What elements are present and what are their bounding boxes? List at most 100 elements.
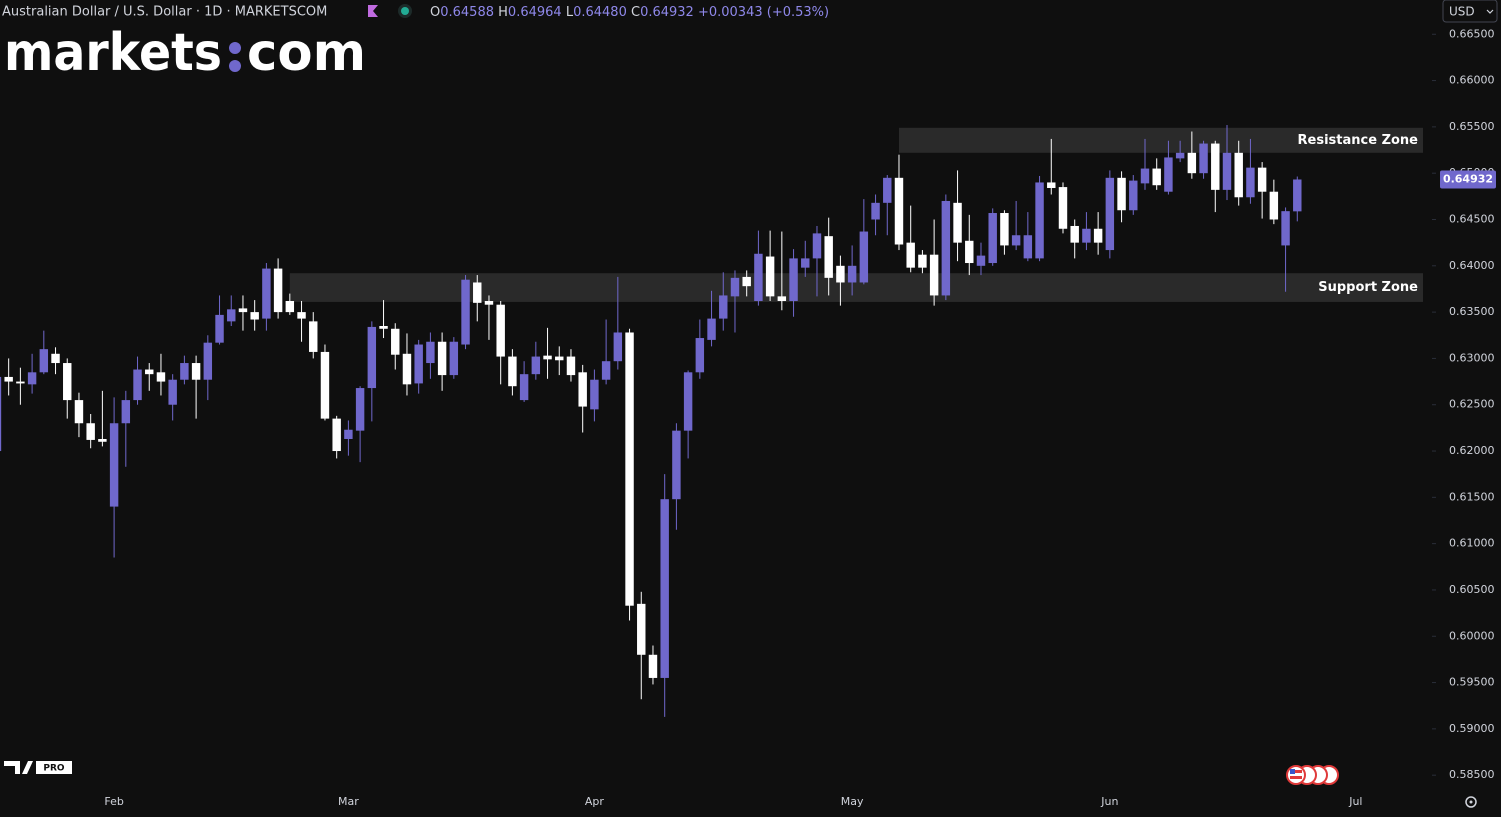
x-tick-label: Apr [585, 795, 605, 808]
y-tick-label: 0.59500 [1449, 676, 1495, 689]
flag-stripe [1290, 776, 1302, 779]
candle-body [74, 400, 84, 424]
event-flags [1286, 765, 1339, 785]
ohlc-value: 0.64480 [573, 5, 627, 20]
x-tick-label: Jul [1348, 795, 1362, 808]
candle-body [1199, 143, 1208, 174]
candle-body [121, 400, 131, 424]
candle-body [156, 372, 166, 382]
candle-body [1211, 143, 1220, 190]
ohlc-value: 0.64932 [640, 5, 694, 20]
candle-body [777, 296, 787, 301]
y-tick-label: 0.63500 [1449, 305, 1495, 318]
zone [289, 273, 1423, 302]
y-tick-label: 0.60000 [1449, 629, 1495, 642]
candle-body [648, 654, 658, 678]
candle-body [742, 276, 751, 287]
candle-body [543, 355, 552, 360]
candle-body [1023, 235, 1033, 259]
candle-body [449, 341, 459, 376]
ohlc-label: O [430, 5, 440, 20]
logo-dot [229, 60, 241, 72]
candle-body [473, 282, 482, 303]
candle-body [379, 326, 388, 329]
event-flag[interactable] [1286, 765, 1306, 785]
currency-label: USD [1449, 5, 1475, 19]
candle-body [203, 342, 213, 380]
candle-body [355, 388, 365, 431]
y-tick-label: 0.59000 [1449, 722, 1495, 735]
candle-body [965, 240, 974, 264]
settings-icon-center [1469, 800, 1473, 804]
candle-body [63, 363, 72, 401]
candle-body [27, 372, 37, 385]
y-tick-label: 0.61500 [1449, 490, 1495, 503]
flag-stripe [1290, 770, 1302, 773]
candle-body [824, 236, 833, 278]
plot-area [0, 125, 1302, 717]
candle-body [613, 332, 623, 362]
x-tick-label: Mar [338, 795, 359, 808]
candle-body [508, 356, 517, 387]
settings-icon[interactable] [1465, 796, 1477, 808]
candle-body [145, 369, 154, 375]
ohlc-values: O0.64588 H0.64964 L0.64480 C0.64932 +0.0… [430, 5, 829, 20]
candle-body [1175, 152, 1185, 159]
candle-body [1140, 168, 1150, 184]
candle-body [238, 308, 248, 313]
pro-label: PRO [43, 764, 65, 774]
candle-body [484, 300, 494, 305]
ohlc-label: C [631, 5, 640, 20]
candle-body [859, 231, 869, 283]
candle-body [988, 213, 997, 264]
candle-body [695, 338, 705, 373]
candle-body [391, 328, 400, 355]
candle-body [1117, 177, 1126, 211]
currency-dropdown[interactable] [1442, 0, 1498, 23]
flag-canton [1290, 769, 1295, 774]
candle-body [519, 374, 529, 401]
flag-icon [368, 5, 378, 17]
dropdown-chevron [1486, 9, 1494, 14]
candle-body [531, 356, 541, 375]
candle-body [1093, 228, 1103, 243]
candle-body [16, 381, 25, 384]
candle-body [883, 177, 892, 203]
ohlc-label: L [566, 5, 574, 20]
candle-body [601, 361, 611, 380]
status-dot [401, 7, 409, 15]
y-tick-label: 0.60500 [1449, 583, 1495, 596]
candle-body [1246, 167, 1255, 198]
candle-body [730, 277, 740, 297]
x-tick-label: Jun [1100, 795, 1118, 808]
candle-body [285, 300, 295, 313]
candle-body [414, 344, 423, 384]
candle-body [402, 353, 412, 385]
candle-body [894, 177, 904, 245]
x-tick-label: May [841, 795, 864, 808]
candle-body [51, 353, 60, 364]
candle-body [39, 349, 49, 373]
candle-body [1047, 182, 1056, 189]
candle-body [707, 318, 716, 340]
candle-body [273, 268, 283, 313]
candle-body [426, 341, 435, 364]
y-tick-label: 0.64000 [1449, 259, 1495, 272]
candle-body [847, 265, 857, 283]
candle-body [578, 372, 587, 407]
candle-body [496, 304, 505, 357]
candle-body [437, 341, 447, 376]
candle-body [4, 376, 13, 382]
candle-body [250, 312, 259, 320]
candle-body [1035, 182, 1044, 259]
y-tick-label: 0.62500 [1449, 398, 1495, 411]
price-badge-label: 0.64932 [1443, 172, 1493, 185]
zone [898, 127, 1423, 153]
zone-label: Resistance Zone [1298, 133, 1419, 148]
candle-body [1082, 228, 1091, 243]
candle-body [754, 253, 763, 301]
y-tick-label: 0.62000 [1449, 444, 1495, 457]
